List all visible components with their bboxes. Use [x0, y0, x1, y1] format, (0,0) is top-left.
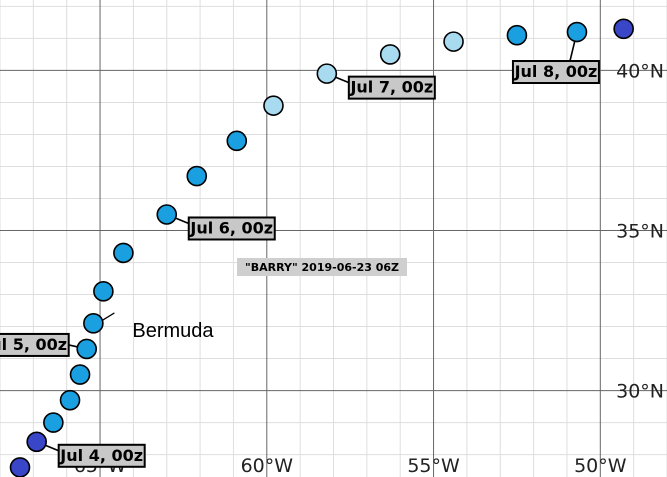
date-label: Jul 4, 00z: [57, 443, 146, 468]
track-point: [59, 389, 81, 411]
storm-caption-group: "BARRY" 2019-06-23 06Z: [237, 258, 407, 276]
latitude-labels: 30°N 35°N 40°N: [616, 60, 664, 402]
storm-caption: "BARRY" 2019-06-23 06Z: [245, 261, 399, 274]
bermuda-marker: [101, 312, 115, 322]
track-point: [43, 412, 64, 433]
storm-track: [9, 18, 634, 477]
latitude-tick-label: 40°N: [616, 60, 664, 82]
track-point: [186, 165, 208, 187]
date-label: Jul 6, 00z: [187, 216, 276, 241]
track-point: [263, 95, 284, 116]
track-point: [83, 313, 104, 334]
track-point: [443, 31, 464, 52]
date-label-text: Jul 4, 00z: [59, 446, 143, 465]
date-label-text: Jul 7, 00z: [349, 78, 433, 97]
date-label-text: Jul 5, 00z: [0, 335, 67, 354]
latitude-tick-label: 35°N: [616, 220, 664, 242]
track-point: [316, 63, 338, 84]
date-label-box: [0, 332, 70, 357]
date-label: Jul 8, 00z: [511, 60, 600, 85]
date-label: Jul 5, 00z: [0, 332, 70, 357]
date-label-box: [511, 60, 600, 85]
track-point: [113, 242, 134, 264]
longitude-tick-label: 55°W: [407, 455, 460, 477]
storm-caption-box: [237, 258, 407, 276]
date-label-text: Jul 6, 00z: [189, 218, 273, 237]
track-point: [26, 431, 47, 453]
bermuda-marker-group: Bermuda: [101, 312, 214, 342]
track-point: [226, 130, 248, 152]
track-point: [379, 44, 401, 65]
bermuda-label: Bermuda: [132, 320, 214, 342]
longitude-tick-label: 50°W: [574, 455, 627, 477]
date-label-text: Jul 8, 00z: [514, 62, 598, 81]
date-labels: Jul 4, 00z Jul 5, 00z Jul 6, 00z Jul 7, 00z…: [0, 60, 600, 468]
track-point: [506, 24, 528, 46]
longitude-tick-label: 60°W: [241, 455, 294, 477]
date-label-box: [187, 216, 276, 241]
date-label-box: [57, 443, 146, 468]
track-point: [566, 21, 588, 43]
track-point: [76, 338, 98, 360]
track-point: [9, 457, 31, 477]
latitude-tick-label: 30°N: [616, 381, 664, 403]
date-label: Jul 7, 00z: [347, 75, 436, 100]
track-point: [69, 364, 91, 385]
date-label-box: [347, 75, 436, 100]
track-point: [93, 281, 114, 302]
track-point: [613, 18, 634, 40]
track-point: [156, 204, 178, 225]
